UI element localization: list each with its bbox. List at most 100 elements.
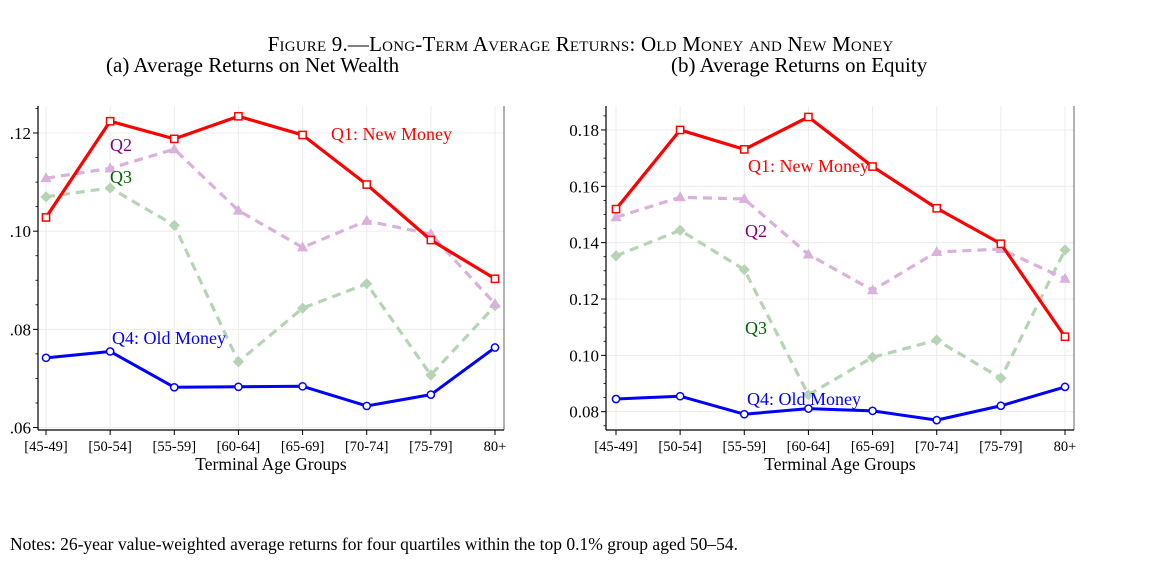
series-label-q1: Q1: New Money [331, 124, 452, 144]
y-tick-label: 0.18 [569, 121, 599, 140]
data-point-q4 [675, 391, 685, 401]
data-point-q2 [1059, 272, 1071, 283]
y-tick-label: 0.14 [569, 234, 599, 253]
data-point-q3 [674, 224, 686, 236]
x-tick-label: [70-74] [915, 439, 959, 455]
data-point-q4 [362, 401, 372, 411]
y-tick-label: .08 [10, 320, 31, 339]
data-point-q3 [738, 264, 750, 276]
data-point-q3 [104, 182, 116, 194]
x-tick-label: [45-49] [594, 439, 638, 455]
data-point-q4 [739, 409, 749, 419]
data-point-q3 [425, 369, 437, 381]
data-point-q3 [802, 389, 815, 401]
series-label-q4: Q4: Old Money [747, 389, 861, 409]
data-point-q1 [169, 134, 179, 144]
series-label-q2: Q2 [110, 135, 132, 155]
chart-equity: 0.08 0.10 0.12 0.14 0.16 0.18 [45-49] [50-54] [5… [569, 106, 1076, 474]
data-point-q2 [489, 297, 501, 308]
data-point-q2 [931, 245, 943, 256]
series-q2 [610, 191, 1071, 295]
panel-a-title: (a) Average Returns on Net Wealth [106, 53, 400, 77]
y-tick-label: .06 [10, 419, 31, 438]
data-point-q1 [1060, 332, 1070, 342]
series-line-q1 [44, 114, 496, 281]
data-point-q4 [611, 394, 621, 404]
data-point-q4 [426, 390, 436, 400]
data-point-q3 [40, 191, 52, 203]
data-point-q1 [996, 239, 1006, 249]
data-point-q2 [361, 214, 373, 225]
axes: .06 .08 .10 .12 [45-49] [50-54] [55-59] [60-64]… [10, 106, 506, 474]
series-line-q2 [615, 195, 1066, 292]
data-point-q2 [232, 204, 245, 215]
data-point-q3 [232, 356, 245, 368]
x-axis-title: Terminal Age Groups [764, 454, 916, 474]
series-q2 [40, 143, 501, 308]
x-tick-label: [45-49] [24, 439, 68, 455]
series-label-q3: Q3 [110, 167, 132, 187]
series-label-q3: Q3 [745, 318, 767, 338]
data-point-q1 [41, 213, 51, 222]
data-point-q4 [490, 343, 500, 352]
data-point-q2 [610, 211, 622, 222]
data-point-q1 [868, 162, 877, 171]
series-q4 [41, 343, 500, 411]
y-tick-label: 0.12 [569, 290, 599, 309]
data-point-q3 [361, 278, 373, 290]
x-tick-label: [50-54] [88, 439, 132, 455]
y-tick-label: 0.16 [569, 177, 599, 196]
x-tick-label: [60-64] [787, 439, 831, 455]
series-label-q2: Q2 [745, 221, 767, 241]
data-point-q2 [738, 192, 750, 203]
series-label-q1: Q1: New Money [748, 156, 869, 176]
series-line-q1 [614, 115, 1067, 338]
data-point-q3 [296, 302, 309, 314]
x-axis-title: Terminal Age Groups [195, 454, 347, 474]
data-point-q3 [610, 250, 622, 262]
data-point-q1 [804, 112, 813, 122]
x-tick-label: [65-69] [851, 439, 895, 455]
data-point-q1 [739, 145, 749, 154]
x-tick-label: [65-69] [281, 439, 325, 455]
x-tick-label: 80+ [1054, 439, 1077, 455]
series-line-q4 [45, 346, 496, 408]
x-tick-label: [50-54] [658, 439, 702, 455]
data-point-q1 [490, 274, 500, 284]
data-point-q2 [40, 172, 52, 183]
grid [38, 106, 504, 430]
series-q4 [611, 382, 1070, 425]
series-line-q4 [615, 385, 1066, 422]
axes: 0.08 0.10 0.12 0.14 0.16 0.18 [45-49] [50-54] [5… [569, 106, 1076, 474]
data-point-q3 [1059, 244, 1071, 256]
data-point-q3 [866, 351, 879, 363]
data-point-q2 [802, 248, 815, 259]
y-tick-label: 0.10 [569, 346, 599, 365]
series-q1 [611, 112, 1070, 342]
data-point-q4 [298, 381, 307, 391]
data-point-q4 [868, 406, 877, 416]
data-point-q3 [168, 219, 180, 231]
series-labels: Q1: New Money Q2 Q3 Q4: Old Money [110, 124, 452, 348]
figure-notes: Notes: 26-year value-weighted average re… [10, 534, 738, 554]
data-point-q2 [674, 191, 686, 202]
data-point-q1 [675, 125, 685, 135]
figure-title: Figure 9.—Long-Term Average Returns: Old… [0, 32, 1161, 57]
y-tick-label: 0.08 [569, 403, 599, 422]
data-point-q1 [234, 111, 243, 121]
data-point-q4 [996, 401, 1006, 411]
data-point-q4 [804, 404, 813, 413]
data-point-q1 [298, 130, 307, 140]
data-point-q1 [426, 235, 436, 245]
data-point-q1 [362, 180, 372, 189]
series-line-q3 [615, 228, 1067, 397]
data-point-q2 [296, 241, 309, 252]
panel-b-title: (b) Average Returns on Equity [671, 53, 928, 77]
y-tick-label: .10 [10, 222, 31, 241]
x-tick-label: [55-59] [723, 439, 767, 455]
x-tick-label: [75-79] [979, 439, 1023, 455]
y-tick-label: .12 [10, 124, 31, 143]
data-point-q4 [41, 353, 51, 363]
x-tick-label: [55-59] [153, 439, 197, 455]
